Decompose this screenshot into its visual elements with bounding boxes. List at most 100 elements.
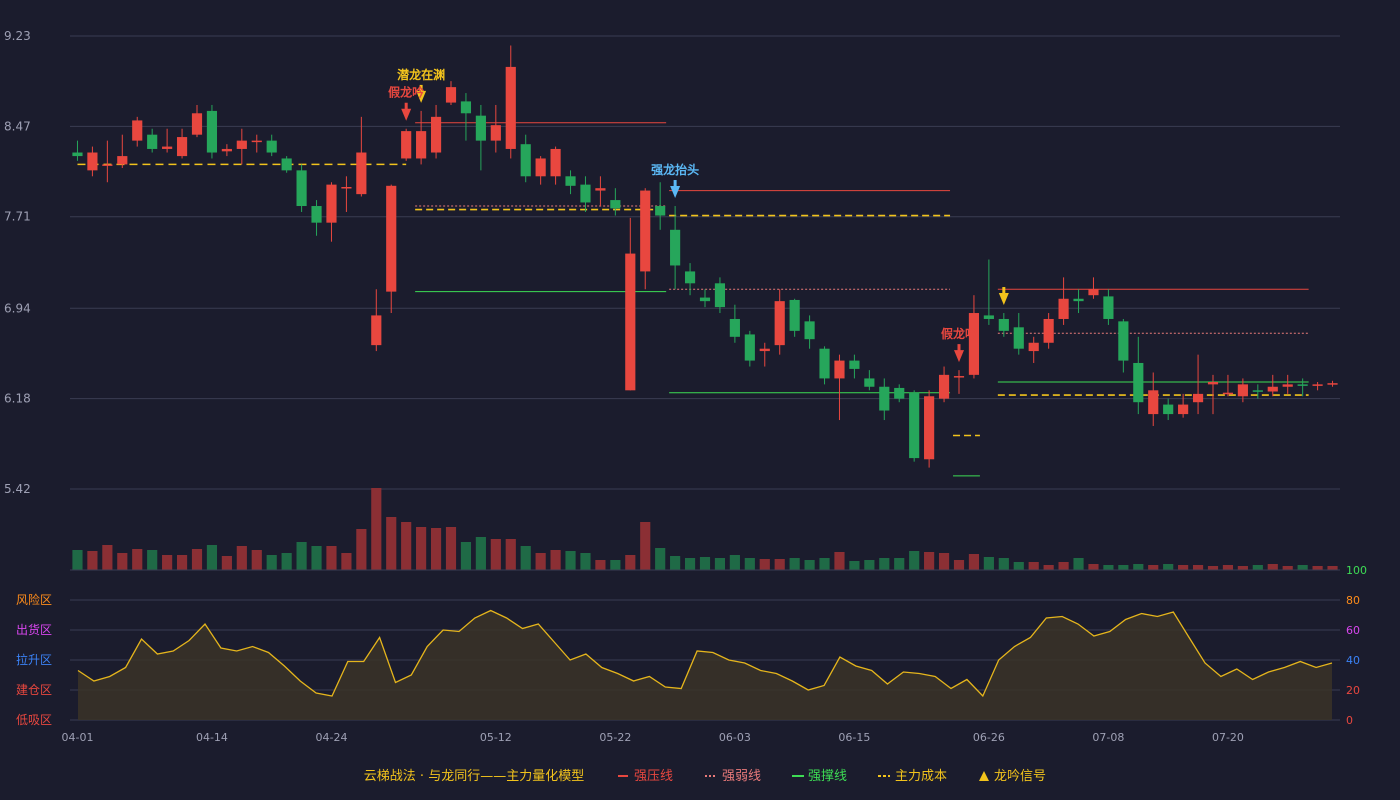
candle-body (296, 170, 307, 207)
candle-body (87, 152, 98, 171)
legend-label-cost: 主力成本 (895, 769, 947, 784)
volume-bar (416, 527, 427, 570)
candle-body (281, 158, 292, 171)
candle (849, 354, 860, 379)
osc-area (78, 610, 1332, 720)
legend-item-pressure: 强压线 (618, 769, 673, 784)
candle-body (909, 392, 920, 459)
candle (610, 188, 621, 216)
volume-bar (1013, 562, 1024, 570)
arrow-down-icon (401, 108, 412, 121)
volume-bar (625, 555, 636, 570)
candle-body (819, 348, 830, 379)
candle-body (102, 164, 113, 166)
candle (475, 104, 486, 171)
volume-bar (670, 556, 681, 570)
date-tick-label: 07-08 (1092, 731, 1124, 744)
date-tick-label: 04-24 (315, 731, 347, 744)
candle (699, 289, 711, 308)
candle (520, 134, 531, 183)
candle (147, 128, 158, 153)
volume-bar (849, 561, 860, 570)
candle (1058, 277, 1069, 325)
volume-bar (430, 528, 442, 570)
price-tick-label: 5.42 (4, 482, 31, 496)
candle-body (684, 271, 696, 284)
candle-body (1043, 318, 1054, 343)
candle (1013, 313, 1024, 355)
candle-body (699, 297, 711, 302)
candle-body (1178, 404, 1189, 415)
candle-body (386, 185, 397, 292)
candle-body (983, 315, 994, 319)
candle (804, 315, 815, 349)
volume-bar (655, 548, 666, 570)
volume-bar (744, 558, 755, 570)
signal-label: 强龙抬头 (651, 162, 699, 177)
candle-body (1028, 342, 1039, 352)
candle (894, 384, 905, 403)
candle-body (206, 110, 218, 153)
candle (505, 45, 516, 159)
volume-bar (550, 550, 561, 570)
candle (714, 277, 726, 314)
candle-body (998, 318, 1009, 331)
volume-bar (729, 555, 740, 570)
date-tick-label: 04-01 (61, 731, 93, 744)
legend-label-signal: 龙吟信号 (994, 768, 1046, 784)
volume-bar (1282, 566, 1293, 570)
candle-body (1058, 298, 1069, 319)
volume-bar (610, 560, 621, 570)
candle-body (1163, 404, 1174, 415)
candle-body (341, 187, 352, 189)
candle-body (266, 140, 277, 153)
signal-label: 假龙吟 (388, 85, 424, 100)
volume-bar (341, 553, 352, 570)
candle (1043, 313, 1054, 349)
candle-body (670, 229, 681, 266)
volume-bar (162, 555, 173, 570)
candle (430, 104, 442, 159)
candle-body (625, 253, 636, 391)
volume-bar (1133, 564, 1144, 570)
volume-bar (774, 559, 785, 570)
candle (176, 128, 188, 159)
candle-body (1312, 384, 1323, 386)
candle-body (1192, 393, 1204, 403)
volume-bar (565, 551, 576, 570)
volume-bar (311, 546, 322, 570)
candle (87, 146, 98, 177)
volume-bar (520, 546, 531, 570)
arrow-stem (404, 102, 408, 110)
candle-body (356, 152, 367, 195)
candle (670, 206, 681, 290)
candle (72, 140, 83, 161)
volume-bar (909, 551, 920, 570)
legend-label-weak: 强弱线 (722, 769, 761, 784)
volume-bar (445, 527, 457, 570)
volume-bar (1192, 565, 1204, 570)
candle (1148, 372, 1159, 426)
volume-bar (176, 555, 188, 570)
volume-bar (281, 553, 292, 570)
candle (909, 390, 920, 462)
candle (535, 156, 546, 185)
candle (864, 370, 875, 391)
candle (684, 263, 696, 296)
volume-bar (1267, 564, 1278, 570)
osc-tick-label: 100 (1346, 564, 1367, 577)
candle (968, 295, 980, 379)
candle (998, 313, 1009, 337)
candle-body (714, 283, 726, 308)
osc-tick-label: 40 (1346, 654, 1360, 667)
candle-body (520, 144, 531, 177)
candle-body (311, 206, 322, 223)
candle (1133, 336, 1144, 415)
zone-label: 拉升区 (16, 652, 52, 667)
candle-body (1267, 386, 1278, 392)
candle-body (1222, 392, 1234, 395)
candle (281, 156, 292, 173)
date-axis: 04-01 04-14 04-24 05-12 05-22 06-03 06-15 06-26… (61, 731, 1243, 744)
